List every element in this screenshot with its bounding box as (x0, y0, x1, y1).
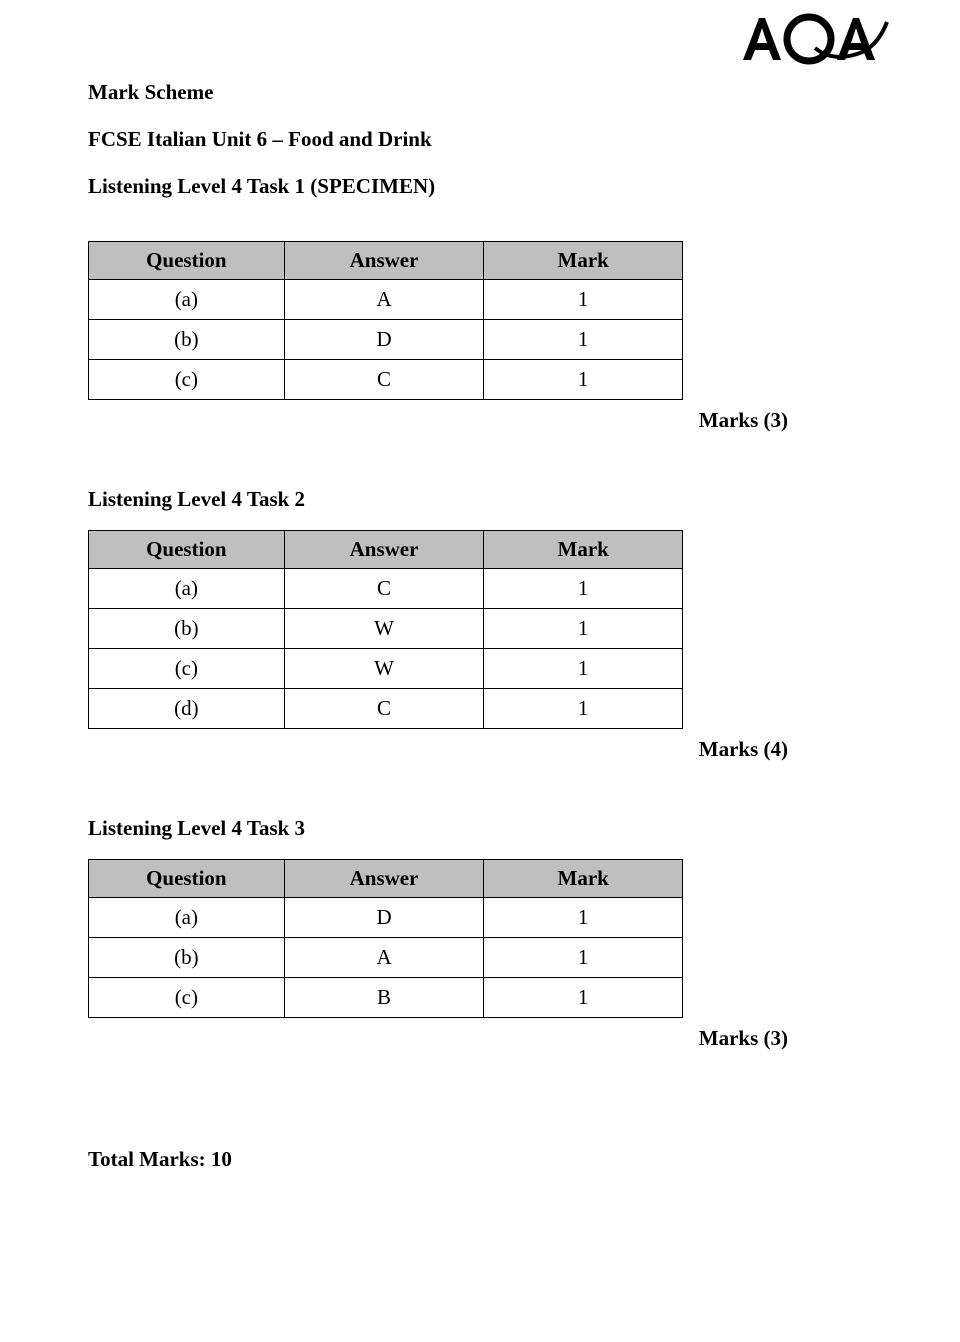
col-answer: Answer (284, 860, 484, 898)
table-row: (a) D 1 (89, 898, 683, 938)
cell-answer: A (284, 280, 484, 320)
col-question: Question (89, 860, 285, 898)
task1-table-container: Question Answer Mark (a) A 1 (b) D 1 (c)… (88, 241, 872, 433)
table-header-row: Question Answer Mark (89, 242, 683, 280)
table-row: (b) D 1 (89, 320, 683, 360)
unit-title: FCSE Italian Unit 6 – Food and Drink (88, 127, 872, 152)
cell-question: (a) (89, 898, 285, 938)
mark-scheme-title: Mark Scheme (88, 80, 872, 105)
task1-marks: Marks (3) (193, 408, 788, 433)
cell-question: (c) (89, 978, 285, 1018)
cell-answer: C (284, 689, 484, 729)
cell-question: (d) (89, 689, 285, 729)
marks-wrapper: Marks (4) (88, 729, 788, 762)
col-answer: Answer (284, 531, 484, 569)
cell-answer: D (284, 898, 484, 938)
col-mark: Mark (484, 531, 683, 569)
task2-table: Question Answer Mark (a) C 1 (b) W 1 (c)… (88, 530, 683, 729)
cell-mark: 1 (484, 569, 683, 609)
table-header-row: Question Answer Mark (89, 860, 683, 898)
cell-mark: 1 (484, 898, 683, 938)
marks-wrapper: Marks (3) (88, 400, 788, 433)
cell-mark: 1 (484, 360, 683, 400)
col-question: Question (89, 242, 285, 280)
col-answer: Answer (284, 242, 484, 280)
cell-question: (c) (89, 360, 285, 400)
col-mark: Mark (484, 242, 683, 280)
cell-question: (b) (89, 609, 285, 649)
table-header-row: Question Answer Mark (89, 531, 683, 569)
task3-table: Question Answer Mark (a) D 1 (b) A 1 (c)… (88, 859, 683, 1018)
task1-table: Question Answer Mark (a) A 1 (b) D 1 (c)… (88, 241, 683, 400)
cell-answer: C (284, 360, 484, 400)
aqa-logo (737, 10, 890, 75)
cell-mark: 1 (484, 938, 683, 978)
cell-mark: 1 (484, 609, 683, 649)
cell-question: (a) (89, 569, 285, 609)
task3-heading: Listening Level 4 Task 3 (88, 816, 872, 841)
document-header: Mark Scheme FCSE Italian Unit 6 – Food a… (88, 80, 872, 199)
task2-table-container: Question Answer Mark (a) C 1 (b) W 1 (c)… (88, 530, 872, 762)
col-question: Question (89, 531, 285, 569)
cell-mark: 1 (484, 280, 683, 320)
task2-marks: Marks (4) (193, 737, 788, 762)
cell-answer: A (284, 938, 484, 978)
cell-answer: C (284, 569, 484, 609)
cell-mark: 1 (484, 689, 683, 729)
table-row: (c) W 1 (89, 649, 683, 689)
col-mark: Mark (484, 860, 683, 898)
cell-question: (b) (89, 320, 285, 360)
cell-answer: W (284, 649, 484, 689)
task1-title: Listening Level 4 Task 1 (SPECIMEN) (88, 174, 872, 199)
cell-question: (c) (89, 649, 285, 689)
task3-marks: Marks (3) (193, 1026, 788, 1051)
task3-table-container: Question Answer Mark (a) D 1 (b) A 1 (c)… (88, 859, 872, 1051)
table-row: (b) A 1 (89, 938, 683, 978)
marks-wrapper: Marks (3) (88, 1018, 788, 1051)
task2-heading: Listening Level 4 Task 2 (88, 487, 872, 512)
cell-answer: B (284, 978, 484, 1018)
cell-mark: 1 (484, 978, 683, 1018)
cell-mark: 1 (484, 320, 683, 360)
cell-mark: 1 (484, 649, 683, 689)
table-row: (d) C 1 (89, 689, 683, 729)
table-row: (a) A 1 (89, 280, 683, 320)
cell-answer: D (284, 320, 484, 360)
table-row: (b) W 1 (89, 609, 683, 649)
table-row: (c) B 1 (89, 978, 683, 1018)
table-row: (c) C 1 (89, 360, 683, 400)
cell-question: (a) (89, 280, 285, 320)
cell-question: (b) (89, 938, 285, 978)
total-marks: Total Marks: 10 (88, 1147, 872, 1172)
cell-answer: W (284, 609, 484, 649)
table-row: (a) C 1 (89, 569, 683, 609)
